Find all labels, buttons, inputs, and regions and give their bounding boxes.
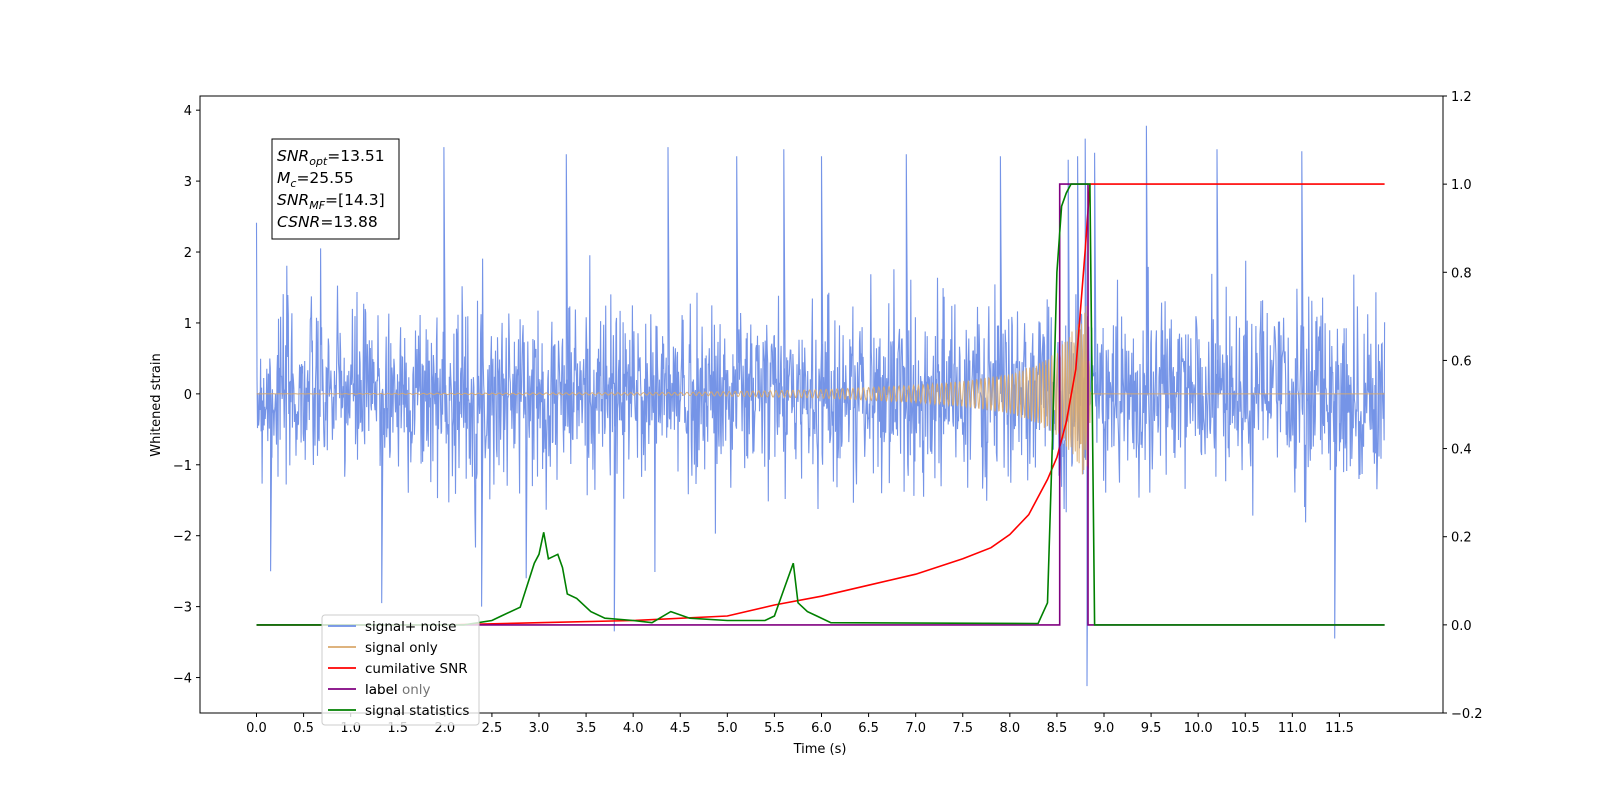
legend-label: signal+ noise	[365, 619, 456, 635]
y-right-tick-label: 0.0	[1451, 619, 1472, 634]
y-right-tick-label: −0.2	[1451, 707, 1483, 722]
legend-label: cumilative SNR	[365, 661, 468, 677]
series-signal-noise	[255, 125, 1386, 687]
series-signal-statistics	[256, 183, 1385, 626]
x-tick-label: 2.5	[482, 721, 503, 736]
annotation-line: SNRMF=[14.3]	[277, 191, 385, 212]
x-tick-label: 9.5	[1141, 721, 1162, 736]
y-right-tick-label: 0.2	[1451, 531, 1472, 546]
x-tick-label: 6.0	[811, 721, 832, 736]
annotation-line: CSNR=13.88	[277, 213, 378, 231]
y-tick-label: 4	[184, 104, 192, 119]
x-tick-label: 10.0	[1184, 721, 1213, 736]
legend-frame	[321, 614, 480, 726]
y-right-tick-label: 0.8	[1451, 266, 1472, 281]
y-axis-right: −0.2 0.0 0.2 0.4 0.6 0.8 1.0 1.2	[1443, 90, 1483, 722]
y-tick-label: 1	[184, 317, 192, 332]
annotation-frame	[271, 138, 400, 240]
x-tick-label: 4.5	[670, 721, 691, 736]
x-axis-label: Time (s)	[793, 742, 847, 757]
legend-label: label	[365, 682, 398, 698]
x-tick-label: 8.0	[999, 721, 1020, 736]
x-tick-label: 11.0	[1278, 721, 1307, 736]
x-tick-label: 8.5	[1047, 721, 1068, 736]
x-tick-label: 4.0	[623, 721, 644, 736]
y-right-tick-label: 0.4	[1451, 443, 1472, 458]
legend-label: signal only	[365, 640, 438, 656]
legend-label-hidden: label only	[365, 682, 431, 698]
y-tick-label: −3	[173, 601, 192, 616]
y-tick-label: −4	[173, 672, 192, 687]
annotation-box: SNRopt=13.51Mc=25.55SNRMF=[14.3]CSNR=13.…	[271, 138, 400, 240]
x-tick-label: 3.0	[529, 721, 550, 736]
x-tick-label: 11.5	[1325, 721, 1354, 736]
x-tick-label: 5.0	[717, 721, 738, 736]
y-right-tick-label: 1.2	[1451, 90, 1472, 105]
y-right-tick-label: 0.6	[1451, 354, 1472, 369]
series-signal-only	[256, 305, 1385, 475]
series-layer	[255, 125, 1386, 687]
x-tick-label: 10.5	[1231, 721, 1260, 736]
y-tick-label: 0	[184, 388, 192, 403]
annotation-line: SNRopt=13.51	[277, 147, 385, 168]
y-axis-label: Whitened strain	[149, 353, 164, 456]
y-tick-label: 3	[184, 175, 192, 190]
annotation-line: Mc=25.55	[277, 169, 354, 190]
x-tick-label: 6.5	[858, 721, 879, 736]
series-cumilative-snr	[256, 183, 1385, 626]
y-axis-left: −4 −3 −2 −1 0 1 2 3 4	[173, 104, 200, 687]
x-tick-label: 7.5	[952, 721, 973, 736]
y-tick-label: −2	[173, 530, 192, 545]
legend: signal+ noise signal only cumilative SNR la…	[321, 614, 480, 726]
legend-label: signal statistics	[365, 703, 469, 719]
y-tick-label: −1	[173, 459, 192, 474]
x-tick-label: 7.0	[905, 721, 926, 736]
y-tick-label: 2	[184, 246, 192, 261]
x-tick-label: 0.0	[246, 721, 267, 736]
x-tick-label: 3.5	[576, 721, 597, 736]
x-tick-label: 9.0	[1094, 721, 1115, 736]
x-tick-label: 0.5	[293, 721, 314, 736]
y-right-tick-label: 1.0	[1451, 178, 1472, 193]
x-tick-label: 5.5	[764, 721, 785, 736]
